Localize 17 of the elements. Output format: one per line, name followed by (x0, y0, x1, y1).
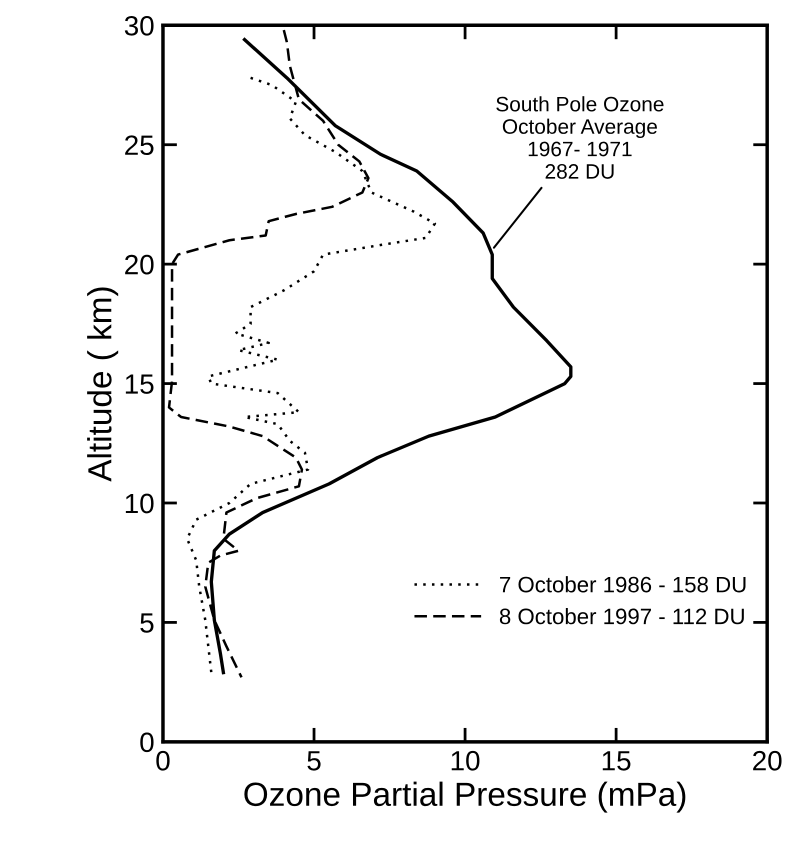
y-tick-label: 0 (140, 732, 154, 752)
y-tick-label: 5 (140, 613, 154, 633)
legend-label: 7 October 1986 - 158 DU (500, 576, 746, 592)
x-axis-title: Ozone Partial Pressure (mPa) (244, 782, 686, 813)
y-tick-label: 25 (125, 135, 154, 156)
x-tick-label: 0 (156, 750, 170, 771)
y-tick-label: 10 (126, 494, 154, 514)
x-tick-label: 5 (307, 751, 321, 771)
x-tick-label: 20 (753, 750, 782, 771)
x-tick-label: 10 (452, 750, 480, 771)
y-tick-label: 30 (124, 16, 154, 36)
y-axis-title: Altitude ( km) (87, 287, 118, 482)
annotation: South Pole Ozone October Average 1967- 1971 282 DU (496, 96, 664, 179)
legend-label: 8 October 1997 - 112 DU (500, 608, 744, 624)
y-tick-label: 15 (126, 374, 154, 394)
y-tick-label: 20 (125, 254, 154, 274)
x-tick-label: 15 (602, 751, 630, 771)
